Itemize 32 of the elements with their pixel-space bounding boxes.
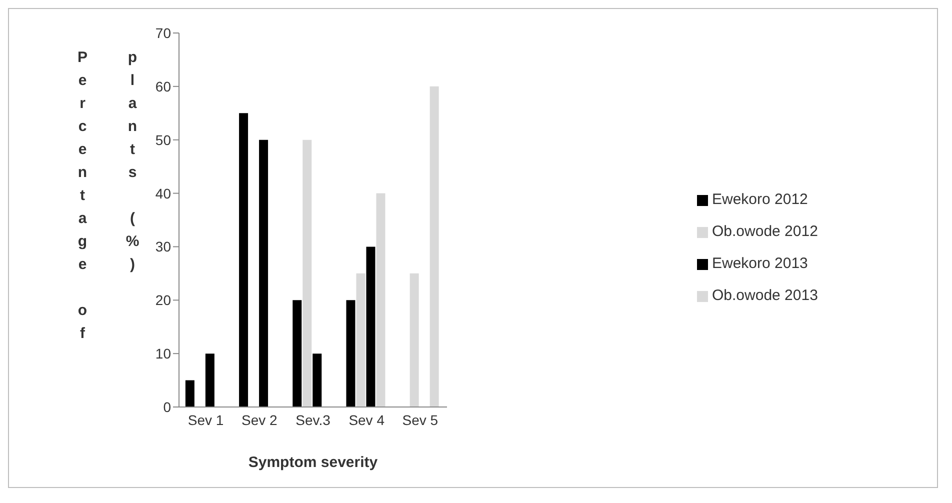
x-tick-label: Sev.3 xyxy=(296,412,331,428)
legend-label: Ewekoro 2012 xyxy=(712,191,808,208)
legend-label: Ob.owode 2012 xyxy=(712,223,818,240)
legend-label: Ob.owode 2013 xyxy=(712,287,818,304)
y-tick-label: 70 xyxy=(155,24,172,41)
bar xyxy=(410,273,419,407)
x-tick-label: Sev 2 xyxy=(241,412,278,428)
bar xyxy=(185,380,194,407)
y-tick-label: 30 xyxy=(155,238,172,255)
x-axis-title: Symptom severity xyxy=(248,454,378,471)
bar xyxy=(239,113,248,407)
y-tick-label: 60 xyxy=(155,78,172,94)
bar xyxy=(430,86,439,407)
bar xyxy=(259,140,268,407)
x-tick-label: Sev 1 xyxy=(188,412,224,428)
y-tick-label: 40 xyxy=(155,185,172,202)
bar xyxy=(366,246,376,407)
y-tick-label: 10 xyxy=(155,346,172,362)
legend-label: Ewekoro 2013 xyxy=(712,255,808,272)
bar xyxy=(292,300,302,407)
y-tick-label: 0 xyxy=(163,398,172,415)
bar xyxy=(346,300,356,407)
y-tick-label: 20 xyxy=(155,292,172,308)
x-tick-label: Sev 5 xyxy=(402,412,438,428)
bar xyxy=(205,354,214,407)
x-tick-label: Sev 4 xyxy=(348,412,385,428)
y-tick-label: 50 xyxy=(155,132,172,148)
bar xyxy=(312,354,322,407)
bar xyxy=(356,273,366,407)
text: Percentage of plants (%) xyxy=(74,49,141,348)
bar xyxy=(302,140,312,407)
bar xyxy=(376,193,386,407)
